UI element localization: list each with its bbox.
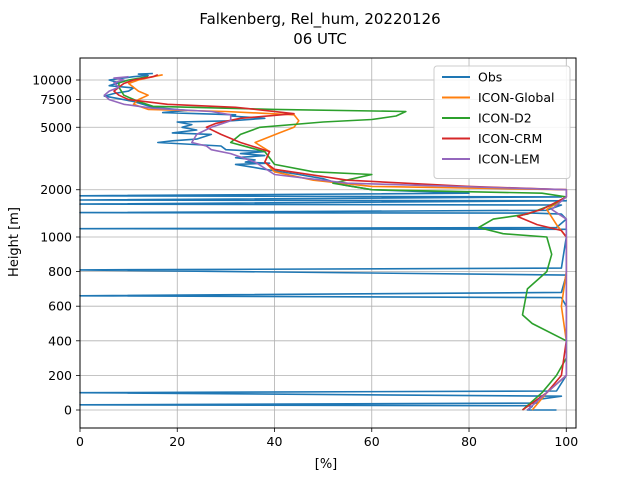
chart-title: Falkenberg, Rel_hum, 20220126 bbox=[199, 10, 440, 29]
legend-label-obs: Obs bbox=[478, 70, 502, 85]
y-tick-label: 2000 bbox=[40, 182, 72, 197]
y-tick-label: 600 bbox=[48, 299, 72, 314]
series-line-obs bbox=[79, 72, 568, 411]
series-line-icon-d2 bbox=[118, 75, 568, 411]
y-tick-label: 1000 bbox=[40, 230, 72, 245]
y-tick-label: 800 bbox=[48, 264, 72, 279]
legend: Obs ICON-Global ICON-D2 ICON-CRM ICON-LEM bbox=[433, 65, 571, 179]
plot-frame bbox=[79, 57, 577, 429]
data-series bbox=[79, 72, 568, 411]
legend-label-icon-lem: ICON-LEM bbox=[478, 152, 540, 167]
y-tick-label: 200 bbox=[48, 368, 72, 383]
axis-ticks: 0 20 40 60 80 1000200400600800100020005000750… bbox=[32, 73, 578, 450]
y-tick-label: 10000 bbox=[32, 73, 72, 88]
legend-box bbox=[433, 65, 571, 179]
y-tick-label: 7500 bbox=[40, 92, 72, 107]
y-tick-label: 0 bbox=[64, 403, 72, 418]
y-tick-label: 5000 bbox=[40, 120, 72, 135]
y-axis-label: Height [m] bbox=[7, 207, 22, 277]
x-tick-label: 80 bbox=[461, 434, 477, 449]
x-tick-label: 20 bbox=[169, 434, 185, 449]
x-tick-label: 0 bbox=[76, 434, 84, 449]
x-tick-label: 100 bbox=[554, 434, 578, 449]
legend-label-icon-crm: ICON-CRM bbox=[478, 131, 542, 146]
y-tick-label: 400 bbox=[48, 333, 72, 348]
x-axis-label: [%] bbox=[315, 457, 338, 472]
legend-label-icon-global: ICON-Global bbox=[478, 90, 554, 105]
chart-subtitle: 06 UTC bbox=[293, 30, 347, 48]
x-tick-label: 60 bbox=[364, 434, 380, 449]
series-line-icon-lem bbox=[103, 75, 568, 411]
x-tick-label: 40 bbox=[267, 434, 283, 449]
legend-label-icon-d2: ICON-D2 bbox=[478, 111, 532, 126]
